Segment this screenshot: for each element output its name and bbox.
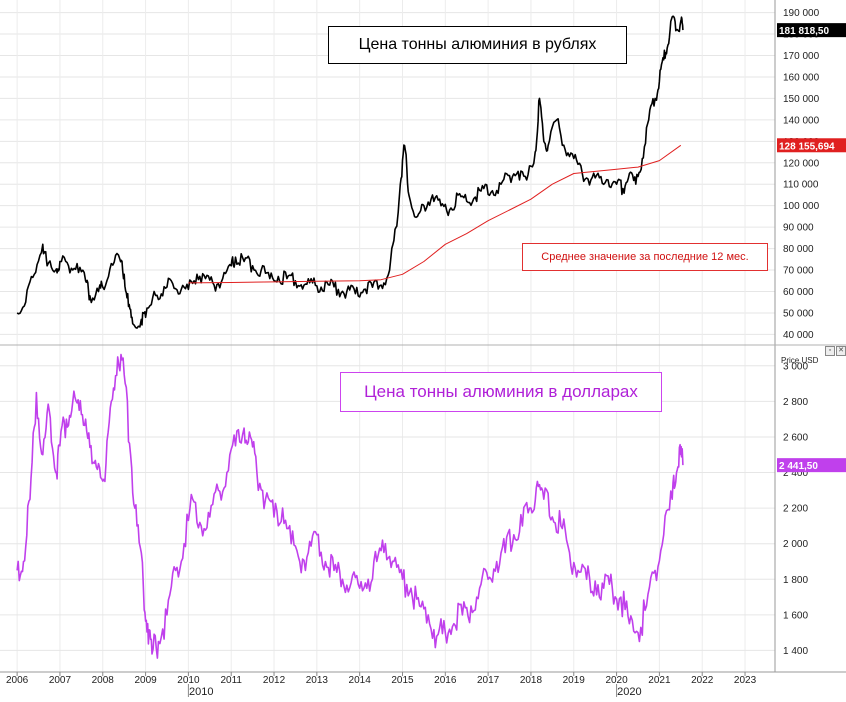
x-tick-label: 2011 (220, 675, 242, 686)
decade-label: 2020 (617, 686, 641, 697)
usd-chart-title: Цена тонны алюминия в долларах (340, 372, 662, 412)
x-tick-label: 2017 (477, 675, 500, 686)
top-y-tick-label: 120 000 (783, 158, 820, 169)
rub-average-value-box (777, 138, 846, 153)
top-y-tick-label: 70 000 (783, 266, 814, 277)
moving-average-annotation: Среднее значение за последние 12 мес. (522, 243, 768, 271)
chart-frame (0, 0, 846, 673)
bottom-panel-grid (0, 365, 775, 651)
x-tick-label: 2013 (306, 675, 329, 686)
x-tick-label: 2007 (49, 675, 72, 686)
rub-last-value-box (777, 23, 846, 38)
top-y-tick-label: 50 000 (783, 308, 814, 319)
bottom-y-tick-label: 2 600 (783, 432, 808, 443)
usd-price-line (16, 353, 684, 659)
bottom-y-tick-label: 2 400 (783, 468, 808, 479)
rub-price-line (16, 15, 684, 329)
bottom-y-tick-label: 2 800 (783, 397, 808, 408)
restore-panel-button[interactable]: ▫ (825, 346, 835, 356)
x-tick-label: 2016 (434, 675, 457, 686)
top-y-tick-label: 100 000 (783, 201, 820, 212)
close-panel-button[interactable]: ✕ (836, 346, 846, 356)
x-tick-label: 2019 (563, 675, 586, 686)
rub-last-value-text: 181 818,50 (779, 26, 829, 37)
top-y-tick-label: 110 000 (783, 180, 819, 191)
bottom-y-tick-label: 1 400 (783, 646, 808, 657)
rub-average-line (188, 144, 682, 284)
bottom-y-tick-label: 3 000 (783, 361, 808, 372)
top-y-tick-label: 190 000 (783, 8, 820, 19)
top-y-tick-label: 160 000 (783, 72, 820, 83)
x-tick-label: 2012 (263, 675, 286, 686)
x-tick-label: 2015 (391, 675, 414, 686)
usd-last-value-box (777, 458, 846, 473)
x-tick-label: 2023 (734, 675, 757, 686)
value-badges: 181 818,50 128 155,694 2 441,50 (777, 23, 846, 473)
y-tick-labels: 40 000 50 000 60 000 70 000 80 000 90 000 100 … (783, 8, 820, 657)
top-panel-grid (0, 0, 775, 672)
x-tick-label: 2021 (648, 675, 671, 686)
bottom-y-tick-label: 2 200 (783, 504, 808, 515)
x-tick-label: 2006 (6, 675, 29, 686)
series-lines (16, 15, 684, 659)
x-tick-label: 2008 (92, 675, 115, 686)
bottom-y-tick-label: 1 800 (783, 575, 808, 586)
top-y-tick-label: 80 000 (783, 244, 814, 255)
bottom-y-tick-label: 1 600 (783, 610, 808, 621)
price-axis-header: Price USD (781, 356, 819, 365)
x-tick-label: 2018 (520, 675, 543, 686)
x-tick-labels: 2006 2007 2008 2009 2010 2011 2012 2013 2014 2015… (6, 672, 757, 698)
rub-average-value-text: 128 155,694 (779, 141, 835, 152)
usd-last-value-text: 2 441,50 (779, 461, 818, 472)
top-y-tick-label: 150 000 (783, 94, 820, 105)
top-y-tick-label: 60 000 (783, 287, 814, 298)
bottom-y-tick-label: 2 000 (783, 539, 808, 550)
rub-chart-title: Цена тонны алюминия в рублях (328, 26, 627, 64)
top-y-tick-label: 170 000 (783, 51, 820, 62)
x-tick-label: 2010 (177, 675, 200, 686)
x-tick-label: 2020 (605, 675, 628, 686)
x-tick-label: 2022 (691, 675, 714, 686)
top-y-tick-label: 40 000 (783, 330, 814, 341)
x-tick-label: 2009 (134, 675, 157, 686)
decade-label: 2010 (189, 686, 213, 697)
x-tick-label: 2014 (349, 675, 372, 686)
top-y-tick-label: 140 000 (783, 115, 820, 126)
top-y-tick-label: 90 000 (783, 223, 814, 234)
